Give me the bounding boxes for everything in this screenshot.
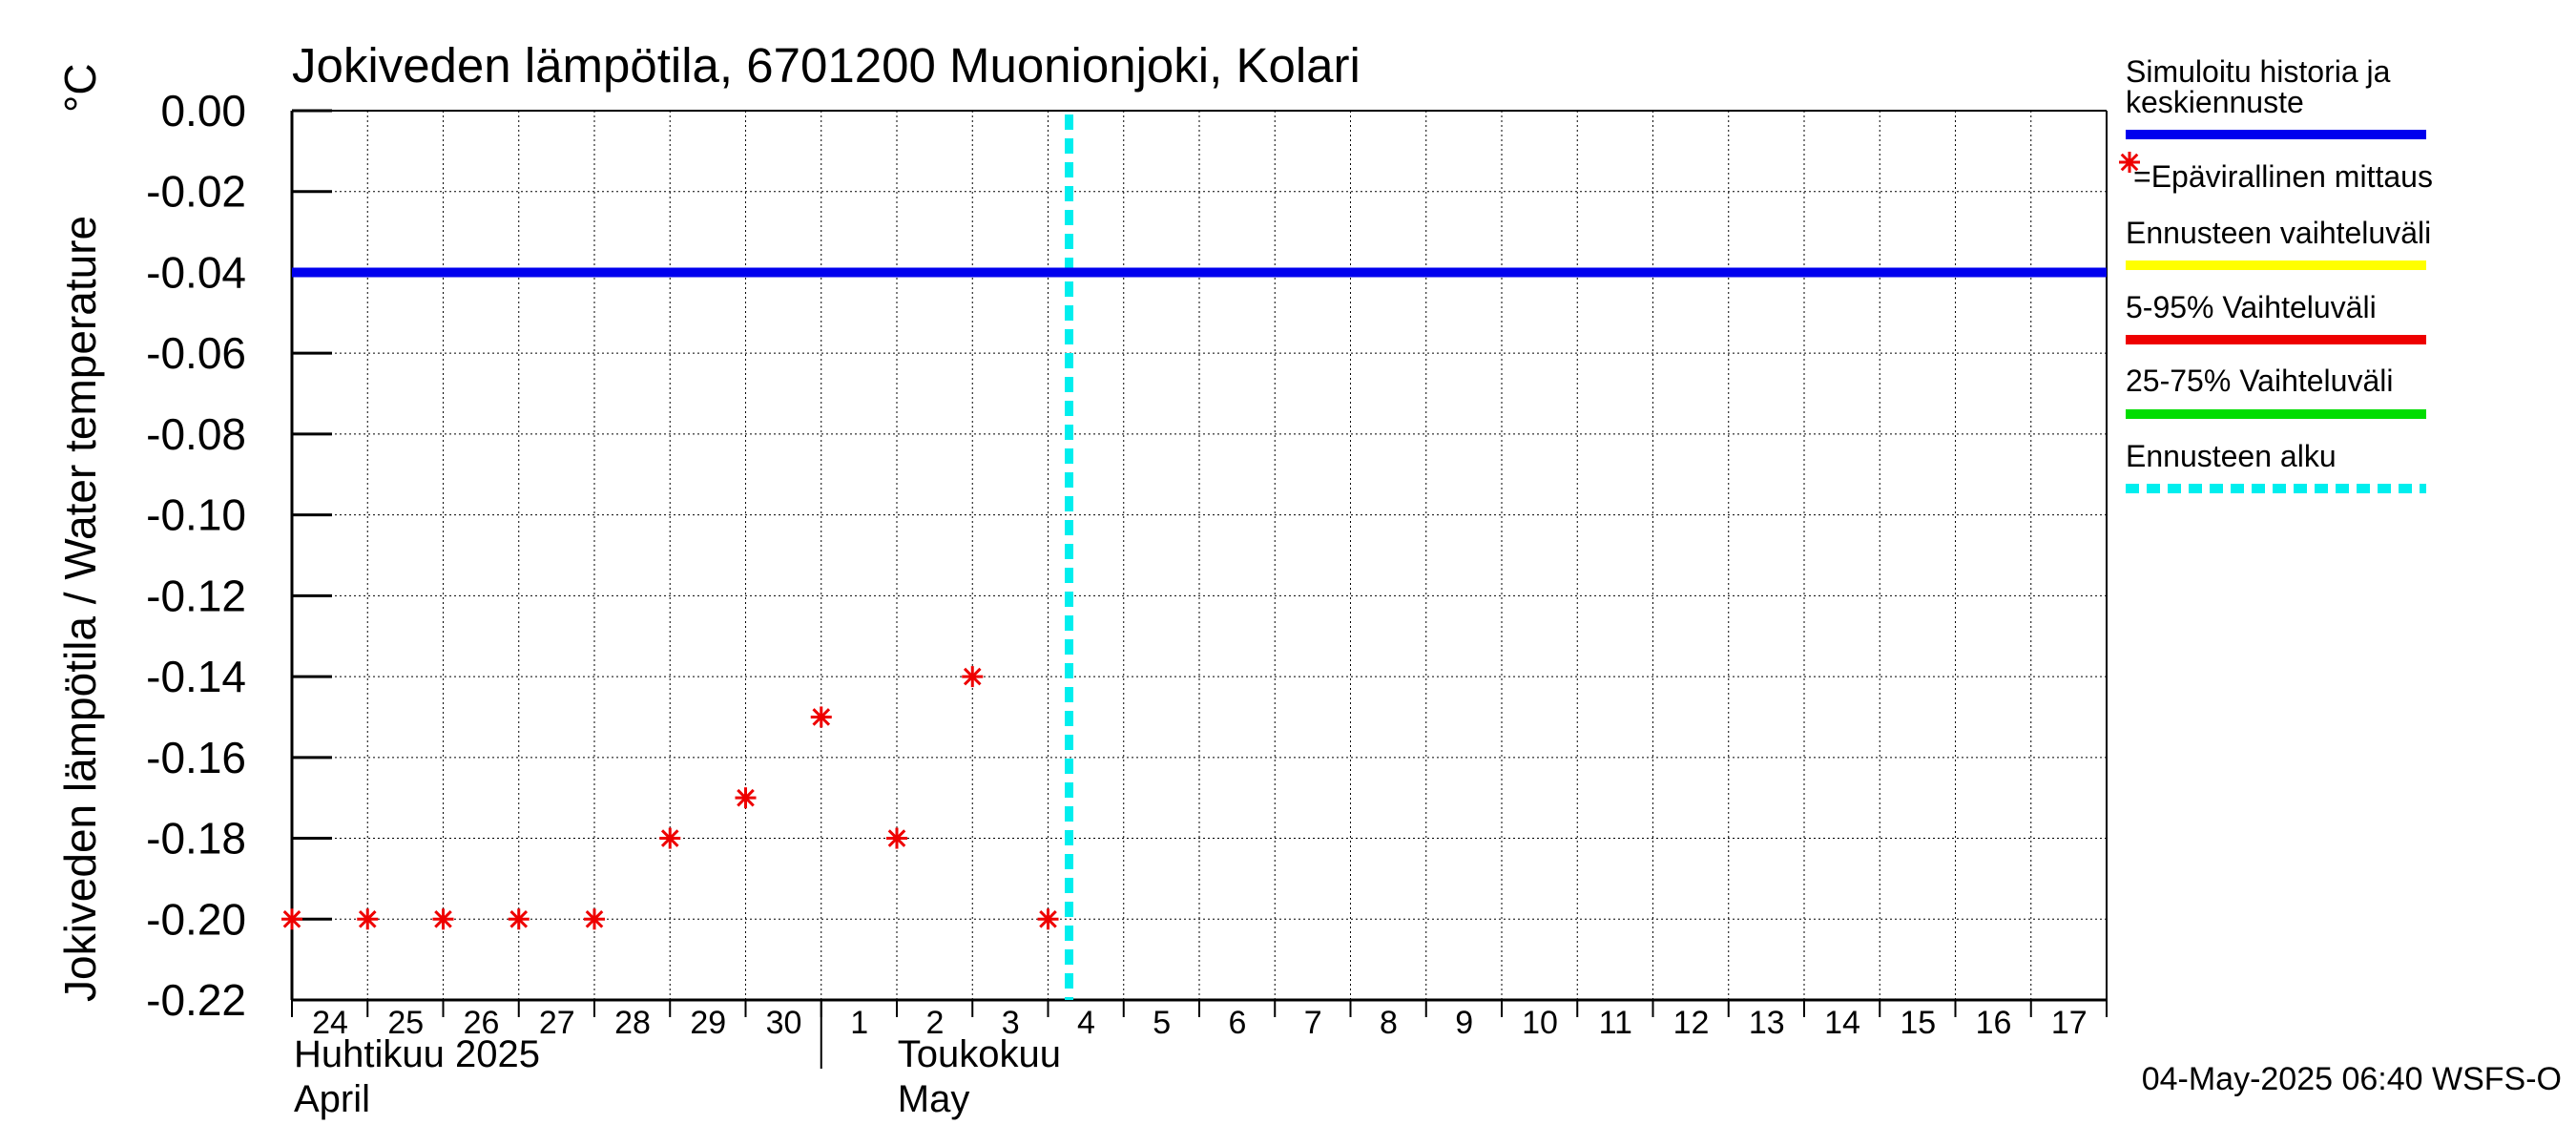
- y-tick-label: -0.20: [146, 894, 246, 944]
- measurement-point: [357, 908, 379, 930]
- y-axis-ticks: 0.00 -0.02 -0.04 -0.06 -0.08 -0.10 -0.12 -0.14 -…: [146, 86, 332, 1025]
- x-tick-label: 24: [312, 1005, 348, 1041]
- x-tick-label: 9: [1455, 1005, 1473, 1041]
- y-tick-label: -0.18: [146, 814, 246, 864]
- series-layer: [281, 114, 2107, 1000]
- x-tick-label: 1: [850, 1005, 868, 1041]
- measurement-point: [735, 787, 757, 809]
- y-tick-label: -0.16: [146, 733, 246, 782]
- y-tick-label: -0.04: [146, 247, 246, 297]
- chart-title: Jokiveden lämpötila, 6701200 Muonionjoki…: [292, 38, 1361, 93]
- month-label-en: May: [898, 1078, 970, 1120]
- y-tick-label: -0.08: [146, 409, 246, 459]
- legend-label-simulated-line2: keskiennuste: [2126, 85, 2304, 119]
- legend-label-measurement: =Epävirallinen mittaus: [2133, 159, 2433, 194]
- month-label-fi: Toukokuu: [898, 1033, 1061, 1075]
- measurement-point: [962, 666, 984, 688]
- x-tick-label: 16: [1976, 1005, 2012, 1041]
- x-tick-label: 6: [1229, 1005, 1247, 1041]
- y-tick-label: 0.00: [160, 86, 246, 135]
- legend-label-range-5-95: 5-95% Vaihteluväli: [2126, 290, 2377, 324]
- measurement-point: [281, 908, 302, 930]
- legend-label-simulated: Simuloitu historia ja: [2126, 54, 2391, 89]
- legend-label-forecast-range: Ennusteen vaihteluväli: [2126, 216, 2431, 250]
- footer-timestamp: 04-May-2025 06:40 WSFS-O: [2142, 1061, 2562, 1097]
- month-label-fi: Huhtikuu 2025: [294, 1033, 540, 1075]
- x-tick-label: 27: [539, 1005, 575, 1041]
- measurement-point: [584, 908, 605, 930]
- x-axis-ticks: 24 25 26 27 28 29 30 1 2 3 4 5 6 7 8 9 10 11 12 13 14 15 16 17H…: [291, 1000, 2108, 1120]
- x-tick-label: 13: [1749, 1005, 1785, 1041]
- measurement-point: [810, 706, 832, 728]
- measurement-point: [508, 908, 530, 930]
- legend-label-range-25-75: 25-75% Vaihteluväli: [2126, 364, 2393, 398]
- x-tick-label: 17: [2051, 1005, 2088, 1041]
- x-tick-label: 26: [464, 1005, 500, 1041]
- measurement-point: [1037, 908, 1059, 930]
- x-tick-label: 8: [1380, 1005, 1398, 1041]
- legend-label-forecast-start: Ennusteen alku: [2126, 439, 2337, 473]
- x-tick-label: 29: [690, 1005, 726, 1041]
- measurement-point: [432, 908, 454, 930]
- x-tick-label: 7: [1304, 1005, 1322, 1041]
- y-tick-label: -0.06: [146, 328, 246, 378]
- y-tick-label: -0.14: [146, 652, 246, 701]
- x-tick-label: 14: [1824, 1005, 1860, 1041]
- x-tick-label: 2: [926, 1005, 945, 1041]
- x-tick-label: 12: [1673, 1005, 1710, 1041]
- x-tick-label: 30: [766, 1005, 802, 1041]
- y-axis-label: Jokiveden lämpötila / Water temperature: [55, 216, 105, 1002]
- x-tick-label: 25: [387, 1005, 424, 1041]
- y-tick-label: -0.22: [146, 975, 246, 1025]
- x-tick-label: 4: [1077, 1005, 1095, 1041]
- month-label-en: April: [294, 1078, 370, 1120]
- measurement-point: [659, 827, 681, 849]
- y-tick-label: -0.12: [146, 571, 246, 620]
- legend-marker-measurement: [2119, 152, 2140, 173]
- measurement-point: [886, 827, 907, 849]
- y-axis-unit: °C: [55, 63, 105, 113]
- x-tick-label: 15: [1900, 1005, 1936, 1041]
- x-tick-label: 5: [1153, 1005, 1171, 1041]
- x-tick-label: 3: [1002, 1005, 1020, 1041]
- y-tick-label: -0.02: [146, 167, 246, 217]
- x-tick-label: 10: [1522, 1005, 1558, 1041]
- y-tick-label: -0.10: [146, 490, 246, 540]
- x-tick-label: 11: [1599, 1005, 1632, 1041]
- x-tick-label: 28: [614, 1005, 651, 1041]
